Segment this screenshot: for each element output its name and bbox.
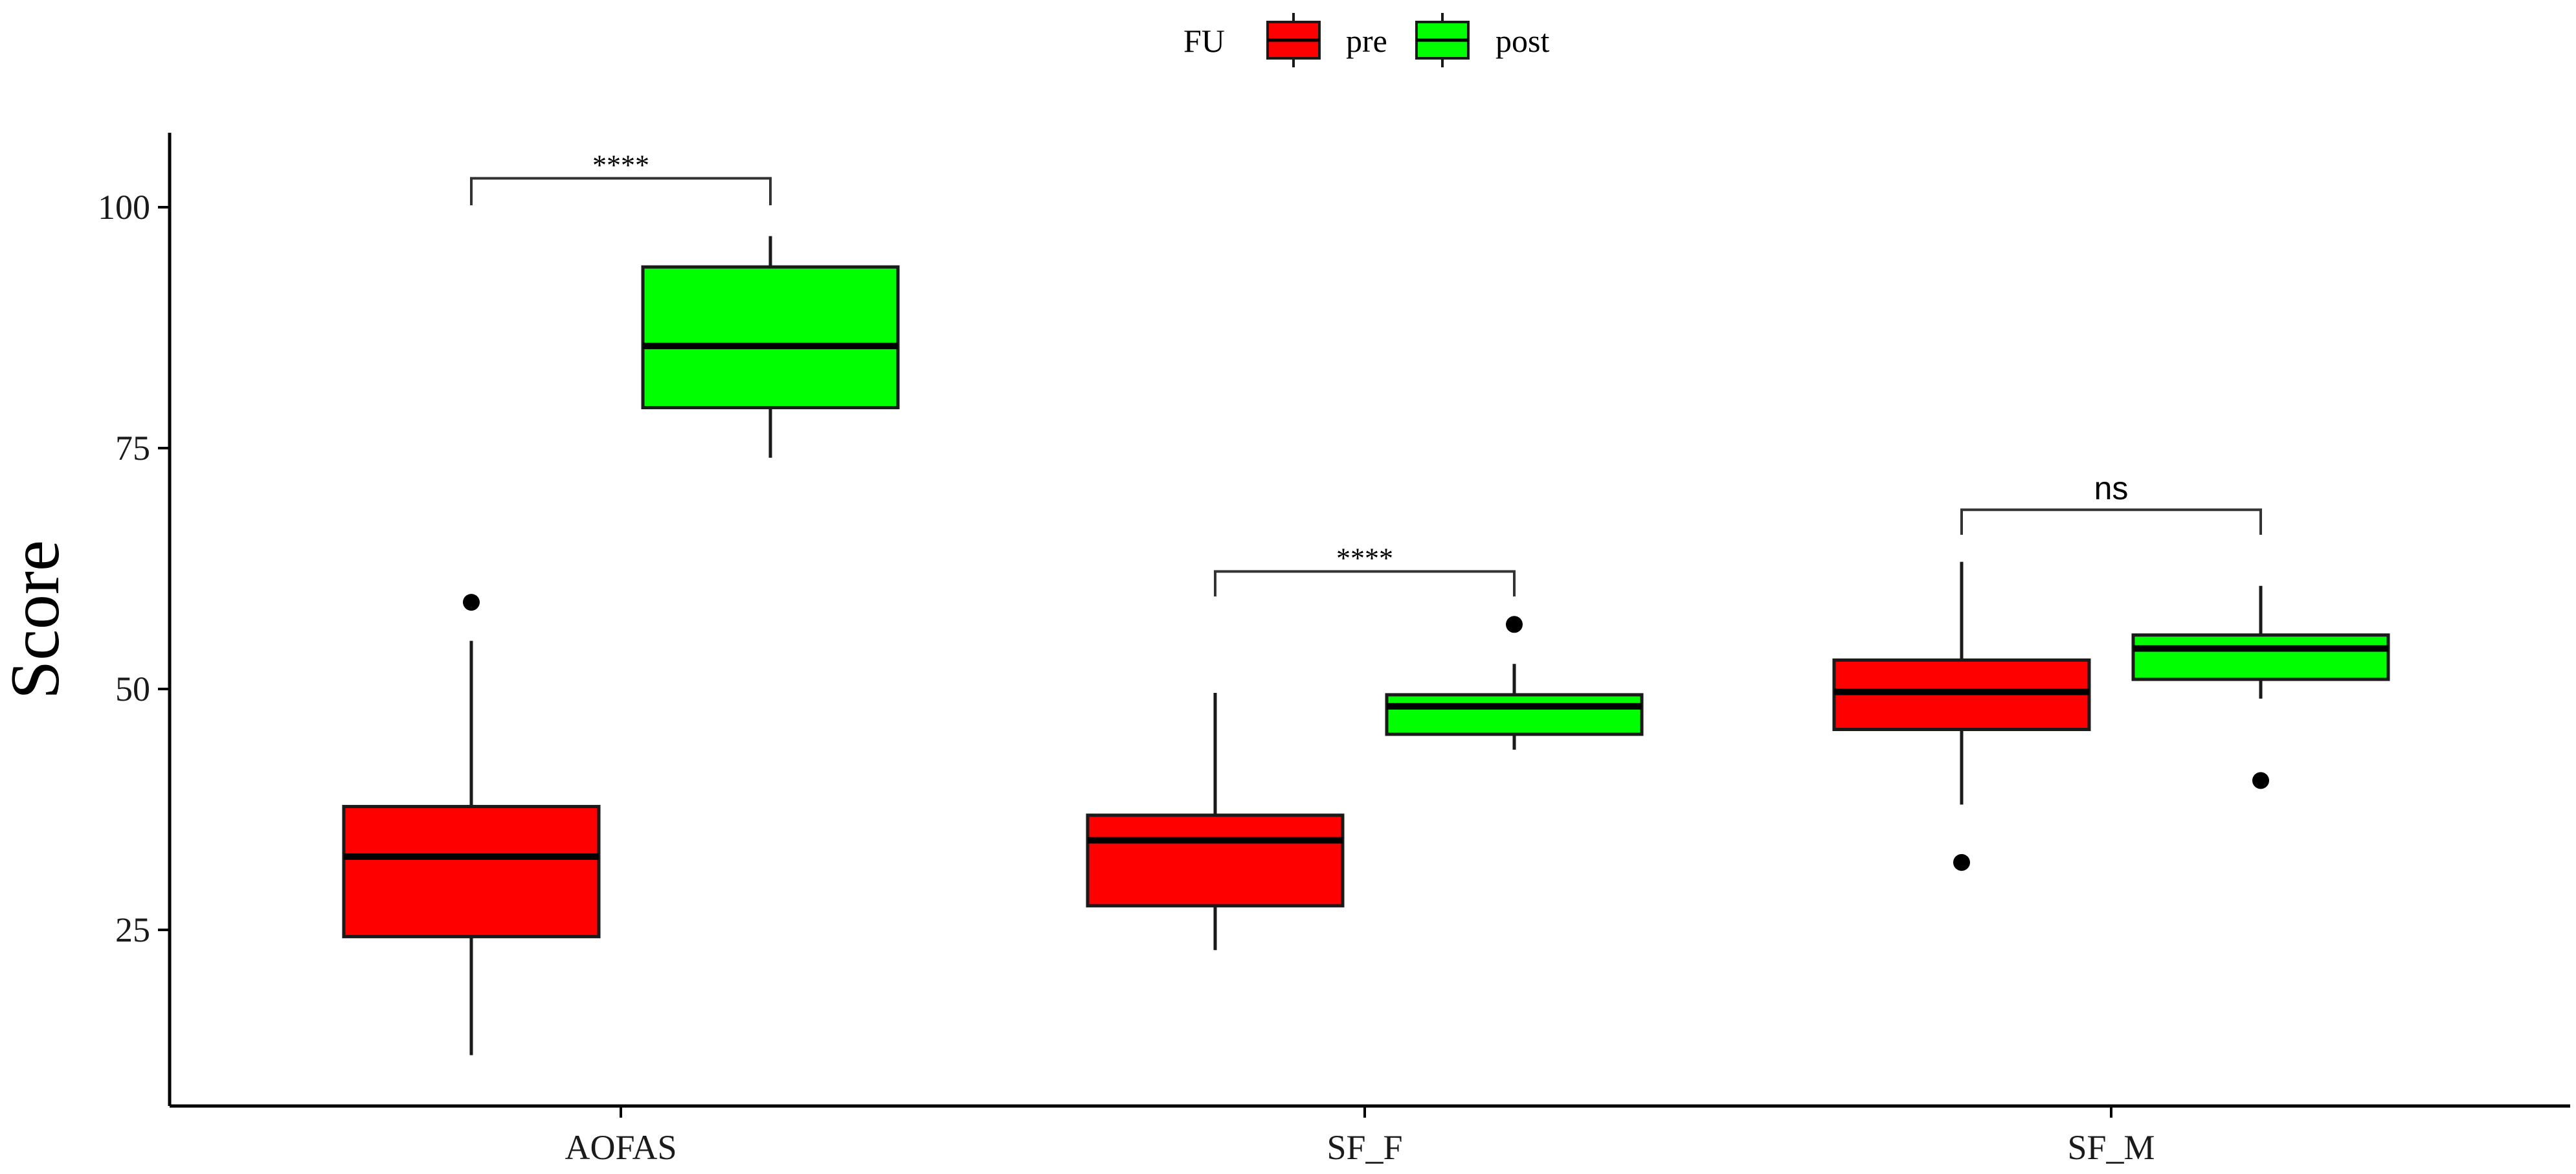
legend-item-pre: pre <box>1266 13 1387 67</box>
significance-label: **** <box>1336 542 1393 574</box>
x-tick-label: AOFAS <box>565 1128 677 1167</box>
significance-SF_F: **** <box>1214 542 1516 597</box>
box-iqr <box>1086 813 1345 908</box>
box-post-AOFAS <box>641 236 900 458</box>
axes: 25 50 75 100 AOFAS SF_F SF_M <box>98 133 2570 1167</box>
box-post-SF_F <box>1385 616 1644 750</box>
outlier-point <box>1953 853 1970 871</box>
box-iqr <box>641 265 900 410</box>
box-pre-AOFAS <box>342 594 601 1055</box>
legend: FU pre post <box>1183 13 1549 67</box>
y-tick-label: 75 <box>115 429 150 468</box>
significance-bracket <box>1960 508 2262 535</box>
significance-label: ns <box>2094 470 2129 506</box>
significance-AOFAS: **** <box>470 149 772 206</box>
box-pre-SF_F <box>1086 692 1345 951</box>
box-iqr <box>2131 633 2390 681</box>
boxplots <box>342 236 2390 1055</box>
significance-bracket <box>1214 570 1516 597</box>
box-iqr <box>1385 693 1644 736</box>
x-tick-label: SF_F <box>1327 1128 1402 1167</box>
legend-label: pre <box>1346 23 1387 59</box>
box-iqr <box>342 805 601 938</box>
outlier-point <box>463 594 480 611</box>
significance-bracket <box>470 177 772 206</box>
outlier-point <box>2252 772 2269 789</box>
significance-annotations: **** **** ns <box>470 149 2262 597</box>
x-tick-label: SF_M <box>2067 1128 2155 1167</box>
significance-SF_M: ns <box>1960 470 2262 535</box>
box-post-SF_M <box>2131 585 2390 789</box>
y-tick-label: 100 <box>98 188 150 227</box>
y-tick-label: 50 <box>115 670 150 708</box>
significance-label: **** <box>592 149 649 181</box>
legend-item-post: post <box>1415 13 1549 67</box>
outlier-point <box>1506 616 1523 633</box>
y-tick-label: 25 <box>115 910 150 949</box>
legend-title: FU <box>1183 23 1225 59</box>
legend-label: post <box>1495 23 1549 59</box>
box-pre-SF_M <box>1832 561 2091 871</box>
y-axis-label: Score <box>0 540 74 699</box>
